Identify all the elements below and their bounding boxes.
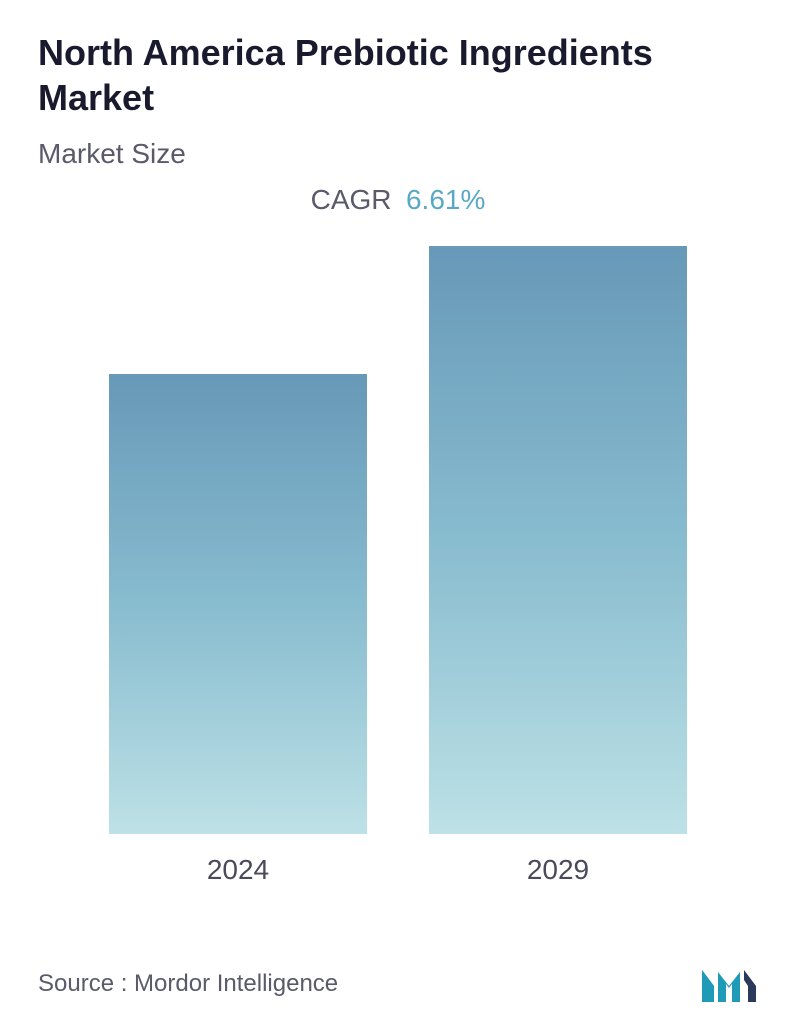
footer: Source : Mordor Intelligence [38,964,758,1004]
bar-2029 [429,246,687,834]
chart-area: 2024 2029 [38,246,758,886]
cagr-row: CAGR 6.61% [38,184,758,216]
mordor-logo-icon [700,964,758,1004]
chart-title: North America Prebiotic Ingredients Mark… [38,30,758,120]
bar-label-2029: 2029 [527,854,589,886]
bar-label-2024: 2024 [207,854,269,886]
chart-subtitle: Market Size [38,138,758,170]
cagr-label: CAGR [311,184,392,215]
bar-2024 [109,374,367,834]
bar-group-0: 2024 [109,246,367,886]
bar-group-1: 2029 [429,246,687,886]
cagr-value: 6.61% [406,184,485,215]
source-text: Source : Mordor Intelligence [38,970,338,998]
